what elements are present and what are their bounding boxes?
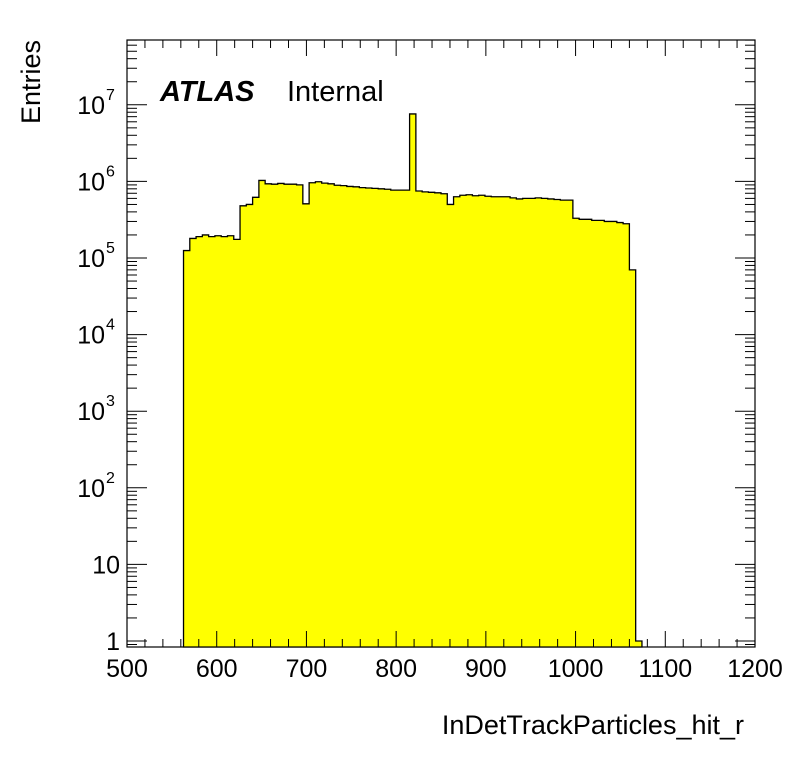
x-axis-title: InDetTrackParticles_hit_r <box>442 710 744 740</box>
y-tick-exponent: 6 <box>106 163 115 180</box>
y-tick-label: 10 4 <box>77 317 115 350</box>
y-tick-label: 10 6 <box>77 163 115 196</box>
histogram-outline <box>182 113 643 648</box>
y-tick-label: 10 3 <box>77 393 115 426</box>
atlas-bold-label: ATLAS <box>159 76 255 108</box>
y-tick-label: 10 5 <box>77 240 115 273</box>
y-tick-base: 10 <box>77 475 105 503</box>
atlas-internal-label: Internal <box>287 76 384 108</box>
x-tick-label: 800 <box>375 655 417 683</box>
y-tick-exponent: 5 <box>106 240 115 257</box>
x-tick-labels: 500 600 700 800 900 1000 1100 1200 <box>106 655 783 683</box>
x-tick-label: 500 <box>106 655 148 683</box>
y-tick-base: 10 <box>77 322 105 350</box>
x-tick-label: 1000 <box>548 655 604 683</box>
y-tick-label: 10 <box>92 551 120 579</box>
x-tick-label: 600 <box>196 655 238 683</box>
y-tick-exponent: 2 <box>106 470 115 487</box>
axis-ticks <box>126 39 756 647</box>
atlas-label: ATLAS Internal <box>159 76 384 108</box>
x-tick-label: 700 <box>286 655 328 683</box>
y-tick-base: 10 <box>77 92 105 120</box>
y-tick-exponent: 7 <box>106 87 115 104</box>
y-tick-base: 10 <box>77 245 105 273</box>
y-tick-exponent: 3 <box>106 393 115 410</box>
histogram-bars <box>182 113 643 648</box>
y-axis-title: Entries <box>16 40 46 124</box>
y-tick-label: 10 2 <box>77 470 115 503</box>
x-tick-label: 1100 <box>638 655 692 683</box>
y-tick-label: 10 7 <box>77 87 115 120</box>
x-tick-label: 1200 <box>727 655 783 683</box>
x-tick-label: 900 <box>465 655 507 683</box>
y-tick-label: 1 <box>106 628 120 656</box>
y-tick-base: 10 <box>77 398 105 426</box>
y-tick-base: 10 <box>77 168 105 196</box>
y-tick-exponent: 4 <box>106 317 115 334</box>
